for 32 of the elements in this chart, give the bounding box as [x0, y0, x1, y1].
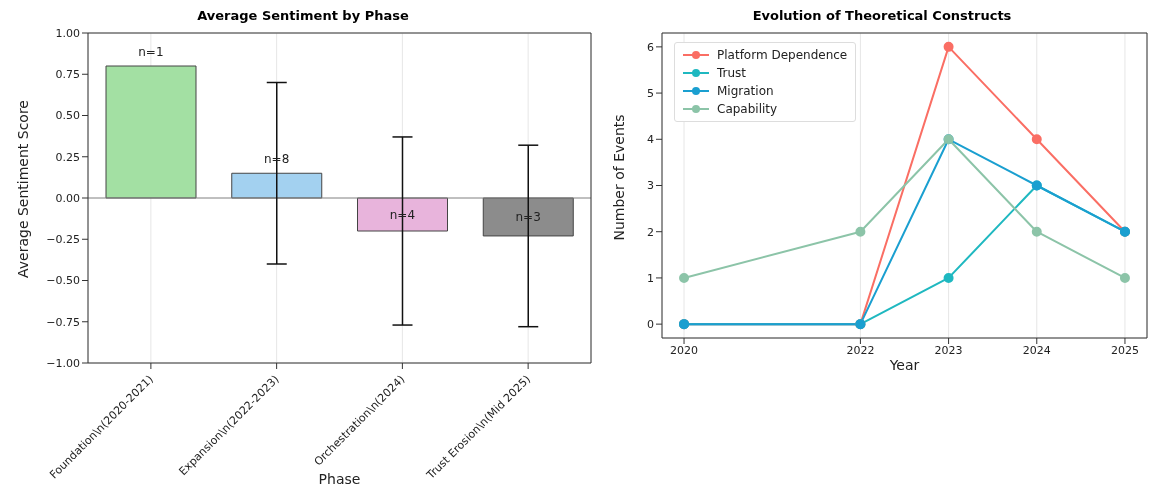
x-tick-label: 2025: [1110, 343, 1139, 357]
y-tick-label: −0.25: [46, 233, 80, 247]
legend-label: Platform Dependence: [717, 47, 848, 64]
x-axis-title: Year: [888, 356, 920, 373]
y-axis-title: Average Sentiment Score: [14, 100, 31, 278]
x-tick-label: 2020: [670, 343, 699, 357]
legend-label: Migration: [717, 83, 774, 100]
x-tick-label: 2024: [1022, 343, 1051, 357]
annotation: n=1: [138, 45, 164, 59]
y-tick-label: 0.75: [55, 68, 80, 82]
y-tick-label: 0: [647, 318, 654, 332]
y-tick-label: 0.25: [55, 150, 80, 164]
y-tick-label: −1.00: [46, 356, 80, 370]
x-tick-label: 2022: [846, 343, 875, 357]
y-tick-label: 3: [647, 179, 654, 193]
y-tick-label: 4: [647, 133, 654, 147]
chart-title: Average Sentiment by Phase: [196, 8, 410, 25]
legend-label: Trust: [717, 65, 747, 82]
y-tick-label: 6: [647, 40, 654, 54]
y-tick-label: 5: [647, 86, 654, 100]
x-axis-title: Phase: [318, 471, 361, 487]
y-tick-label: 0.00: [55, 191, 80, 205]
y-axis-title: Number of Events: [610, 114, 627, 241]
legend-label: Capability: [717, 101, 778, 118]
chart-title: Evolution of Theoretical Constructs: [751, 8, 1013, 25]
y-tick-label: 1.00: [55, 26, 80, 40]
y-tick-label: −0.75: [46, 315, 80, 329]
x-tick-label: 2023: [934, 343, 963, 357]
y-tick-label: −0.50: [46, 274, 80, 288]
y-tick-label: 2: [647, 225, 654, 239]
y-tick-label: 1: [647, 271, 654, 285]
y-tick-label: 0.50: [55, 109, 80, 123]
